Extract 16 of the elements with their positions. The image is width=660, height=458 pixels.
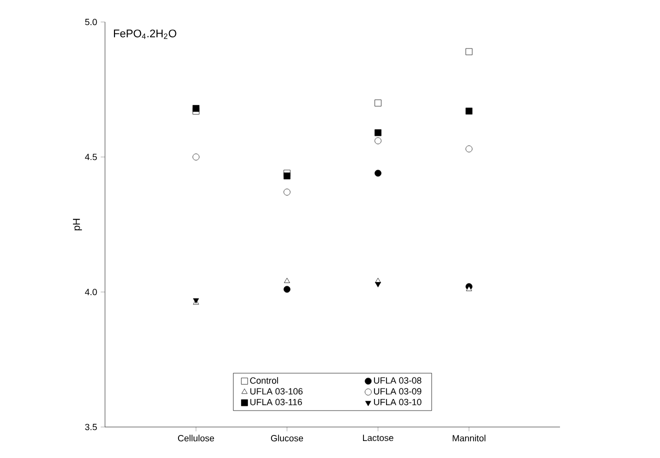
y-axis-title: pH [72, 218, 82, 230]
legend-label: UFLA 03-116 [250, 398, 302, 406]
y-tick-label: 3.5 [85, 424, 97, 430]
text: FePO$_{4}$.2H$_{2}$O [114, 30, 176, 39]
legend-label: UFLA 03-09 [374, 388, 422, 394]
x-tick-label: Lactose [363, 434, 394, 442]
x-tick-label: Glucose [271, 434, 304, 442]
legend-label: Control [250, 377, 278, 384]
legend-label: UFLA 03-106 [250, 388, 303, 394]
y-tick-label: 4.5 [84, 154, 97, 160]
y-tick-label: 4.0 [84, 288, 97, 296]
x-tick-label: Mannitol [452, 434, 486, 442]
x-tick-label: Cellulose [178, 434, 214, 442]
y-tick-label: 5.0 [85, 18, 97, 26]
legend-label: UFLA 03-08 [374, 377, 422, 384]
legend-label: UFLA 03-10 [374, 398, 422, 406]
